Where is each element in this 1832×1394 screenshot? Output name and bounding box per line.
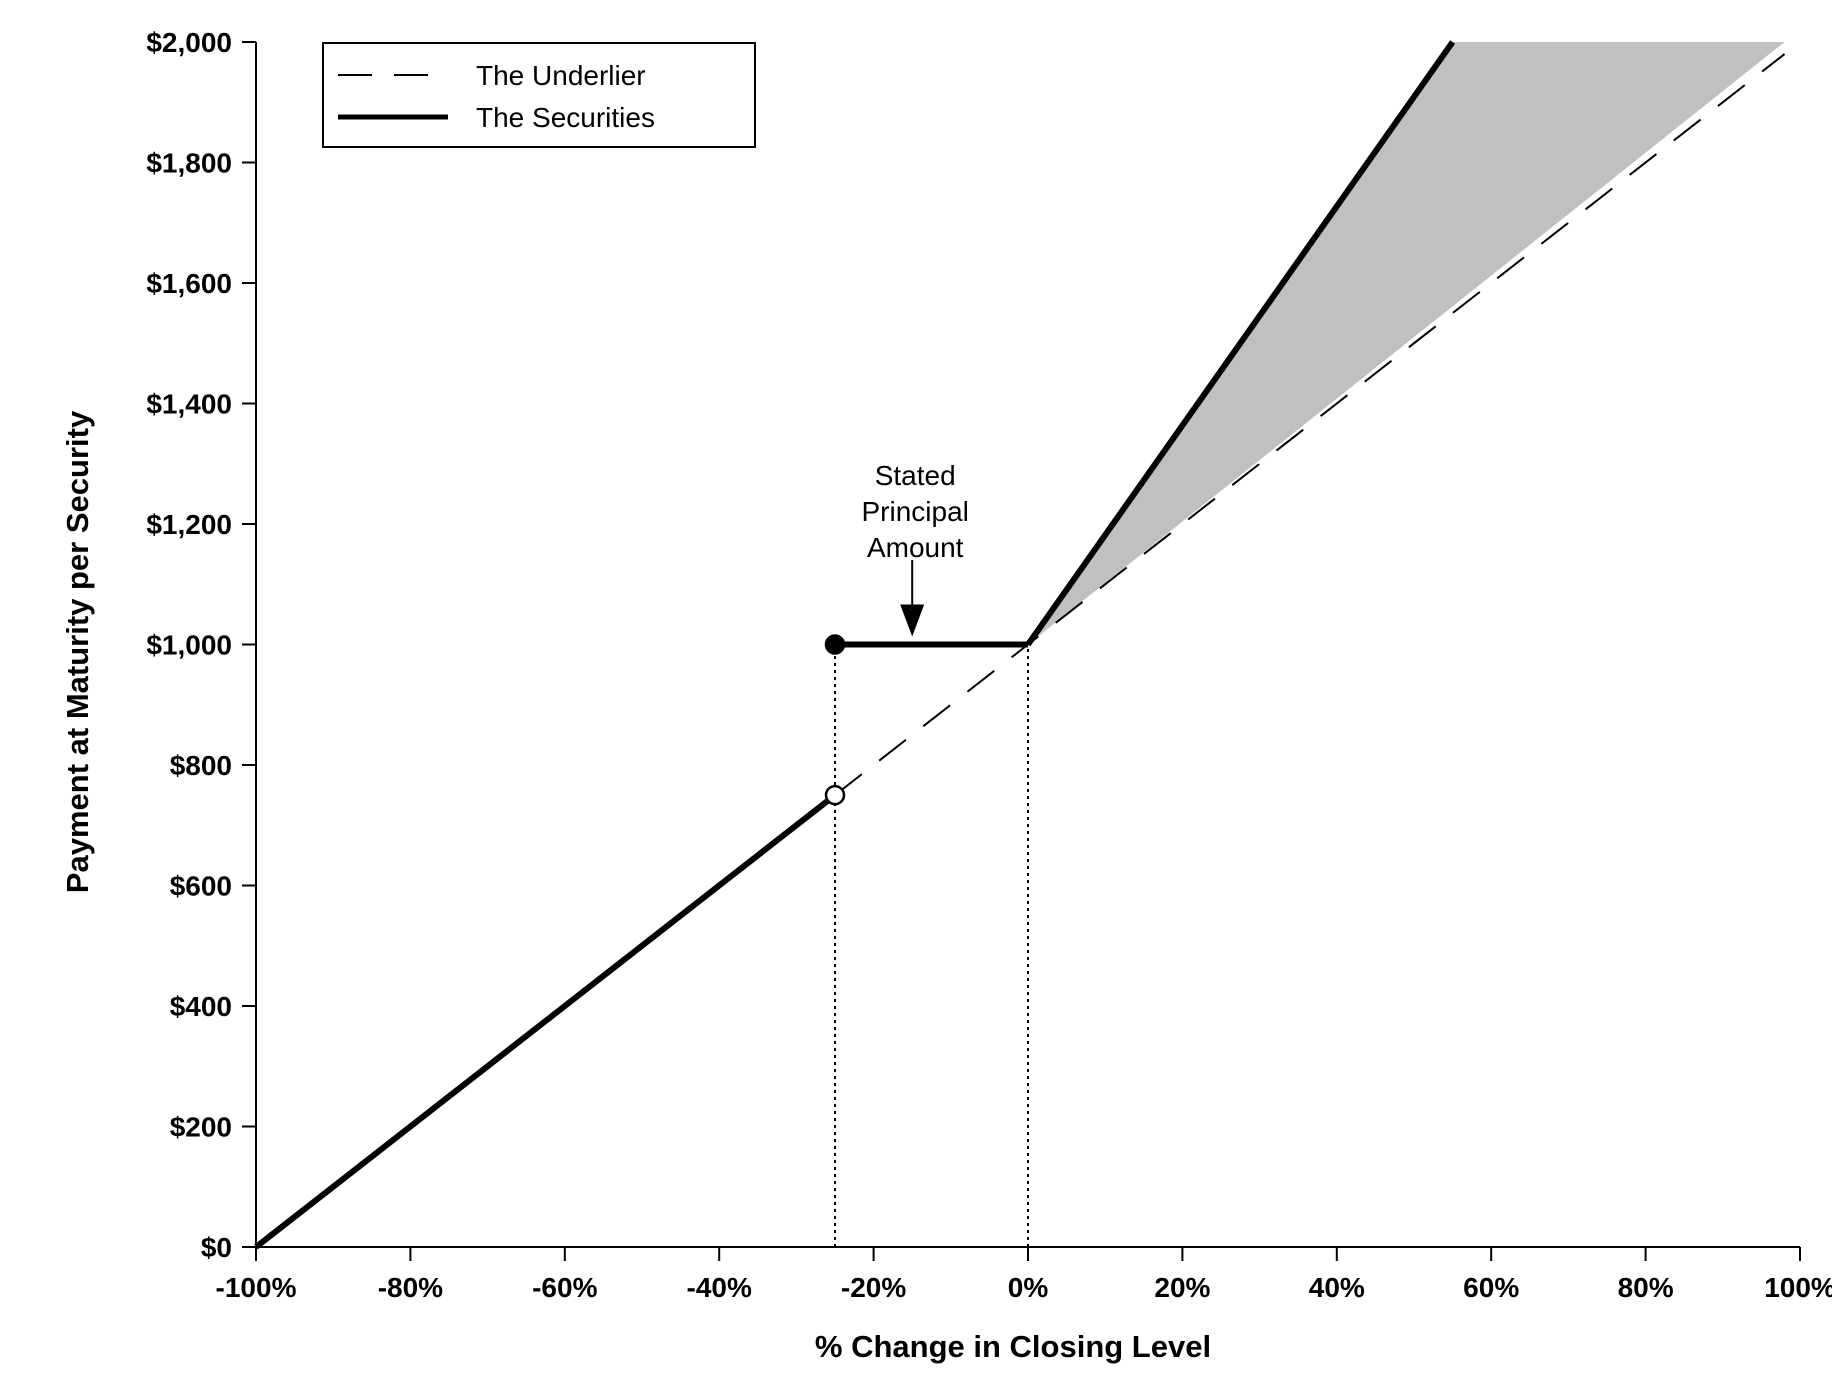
shaded-region xyxy=(1028,42,1785,645)
filled-marker-0 xyxy=(824,634,846,655)
y-tick-label-7: $1,400 xyxy=(146,389,232,420)
y-tick-label-9: $1,800 xyxy=(146,148,232,179)
legend-underlier-label: The Underlier xyxy=(476,60,646,91)
outperformance-shaded-area-group xyxy=(1028,42,1785,645)
legend-securities-label: The Securities xyxy=(476,102,655,133)
x-tick-label-4: -20% xyxy=(841,1272,906,1303)
x-tick-label-9: 80% xyxy=(1618,1272,1674,1303)
y-tick-label-5: $1,000 xyxy=(146,630,232,661)
x-tick-label-0: -100% xyxy=(216,1272,297,1303)
annotation-line-2: Amount xyxy=(867,532,964,563)
y-tick-label-4: $800 xyxy=(170,750,232,781)
legend-box xyxy=(322,42,756,148)
y-tick-label-0: $0 xyxy=(201,1232,232,1263)
y-tick-label-6: $1,200 xyxy=(146,509,232,540)
y-tick-label-10: $2,000 xyxy=(146,27,232,58)
x-tick-label-10: 100% xyxy=(1764,1272,1832,1303)
y-tick-label-3: $600 xyxy=(170,871,232,902)
x-tick-label-2: -60% xyxy=(532,1272,597,1303)
axes-group: $0 $200 $400 $600 $800 $1,000 $1,200 $1,400 $1,6… xyxy=(146,27,1832,1303)
securities-segment-0 xyxy=(254,792,837,1250)
x-tick-label-8: 60% xyxy=(1463,1272,1519,1303)
annotation-line-0: Stated xyxy=(875,460,956,491)
x-tick-label-6: 20% xyxy=(1154,1272,1210,1303)
annotation-group: Stated Principal Amount xyxy=(862,460,969,637)
markers-group xyxy=(824,634,846,806)
underlier-line xyxy=(834,53,1786,796)
x-tick-label-1: -80% xyxy=(378,1272,443,1303)
x-tick-label-3: -40% xyxy=(687,1272,752,1303)
reference-lines-group xyxy=(834,644,1029,1247)
y-tick-label-2: $400 xyxy=(170,991,232,1022)
securities-series-group xyxy=(254,40,1456,1250)
y-tick-label-1: $200 xyxy=(170,1112,232,1143)
y-tick-label-8: $1,600 xyxy=(146,268,232,299)
annotation-line-1: Principal xyxy=(862,496,969,527)
x-axis-title: % Change in Closing Level xyxy=(815,1329,1211,1364)
underlier-series-group xyxy=(834,53,1786,796)
x-tick-label-7: 40% xyxy=(1309,1272,1365,1303)
y-axis-title: Payment at Maturity per Security xyxy=(60,410,95,893)
legend: The Underlier The Securities xyxy=(322,42,756,148)
annotation-arrow-head xyxy=(900,604,925,637)
open-marker-1 xyxy=(824,784,846,806)
x-tick-label-5: 0% xyxy=(1008,1272,1049,1303)
securities-segment-2 xyxy=(1025,40,1456,647)
